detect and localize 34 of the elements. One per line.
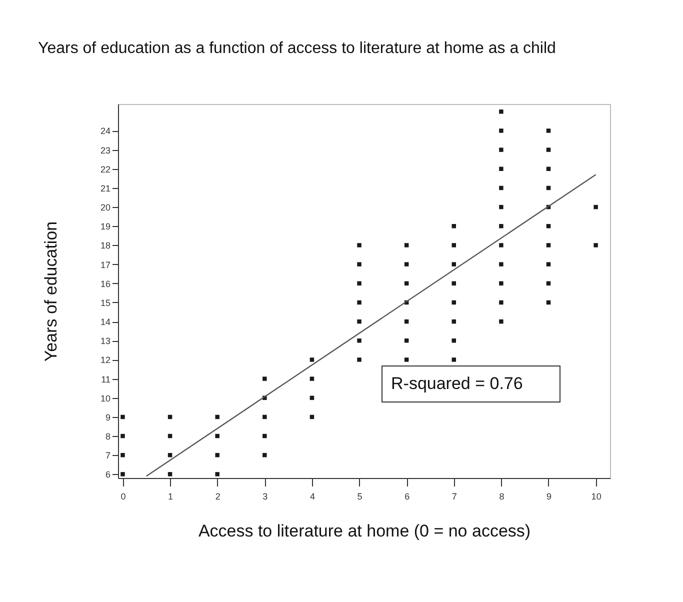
y-tick-label: 7 <box>105 450 110 461</box>
x-tick-label: 4 <box>310 492 315 502</box>
y-tick-label: 14 <box>100 317 110 328</box>
x-tick-label: 6 <box>404 492 410 502</box>
y-tick-label: 13 <box>100 336 110 346</box>
x-axis-title: Access to literature at home (0 = no access) <box>198 522 531 540</box>
y-tick-label: 18 <box>100 240 110 251</box>
x-tick-label: 5 <box>357 492 362 502</box>
x-tick-label: 9 <box>546 492 552 502</box>
y-axis-title: Years of education <box>41 221 60 362</box>
chart-title: Years of education as a function of access to literature at home as a child <box>38 40 556 57</box>
y-tick-label: 9 <box>105 412 110 422</box>
y-tick-label: 8 <box>105 432 110 442</box>
y-tick-label: 11 <box>101 374 110 384</box>
x-tick-label: 2 <box>215 492 220 502</box>
y-tick-label: 15 <box>100 298 110 308</box>
x-tick-label: 3 <box>262 492 268 502</box>
y-tick-label: 16 <box>100 278 110 289</box>
y-tick-label: 21 <box>100 183 110 194</box>
y-tick-label: 6 <box>105 470 110 480</box>
x-tick-label: 8 <box>499 492 504 502</box>
y-tick-label: 20 <box>100 202 110 213</box>
annotation: R-squared = 0.76 <box>391 374 523 393</box>
x-tick-label: 10 <box>591 492 602 502</box>
x-tick-label: 7 <box>452 492 457 502</box>
y-tick-label: 17 <box>100 260 110 270</box>
x-tick-label: 1 <box>168 492 174 502</box>
y-tick-label: 19 <box>100 222 110 232</box>
y-tick-label: 23 <box>100 145 110 156</box>
y-tick-label: 12 <box>100 355 110 366</box>
x-tick-label: 0 <box>120 492 126 502</box>
y-tick-label: 24 <box>100 126 110 136</box>
y-tick-label: 22 <box>100 164 110 174</box>
y-tick-label: 10 <box>100 393 110 404</box>
